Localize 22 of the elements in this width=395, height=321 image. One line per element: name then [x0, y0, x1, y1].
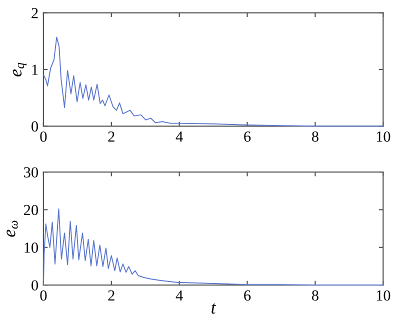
x-tick-label: 2 [108, 132, 114, 142]
y-axis-title: e$_{q}$ [12, 62, 27, 76]
y-axis-title: e$_{ω}$ [6, 220, 18, 237]
y-tick-label: 0 [32, 121, 38, 132]
y-tick-label: 2 [32, 8, 38, 18]
x-tick-label: 0 [40, 131, 47, 142]
y-tick-label: 0 [32, 280, 38, 290]
x-tick-label: 10 [376, 290, 390, 301]
x-tick-label: 4 [176, 132, 183, 142]
y-tick-label: 30 [24, 167, 38, 178]
x-tick-label: 0 [40, 290, 47, 301]
y-tick-label: 10 [24, 242, 38, 253]
x-tick-label: 6 [244, 132, 251, 142]
x-tick-label: 4 [176, 290, 183, 301]
x-tick-label: 2 [108, 290, 114, 301]
x-axis-title: t [212, 303, 216, 314]
x-tick-label: 8 [312, 290, 318, 301]
x-tick-label: 6 [244, 290, 251, 301]
y-tick-label: 20 [24, 204, 38, 216]
x-tick-label: 8 [312, 131, 318, 142]
x-tick-label: 10 [376, 131, 390, 142]
y-tick-label: 1 [32, 64, 38, 75]
